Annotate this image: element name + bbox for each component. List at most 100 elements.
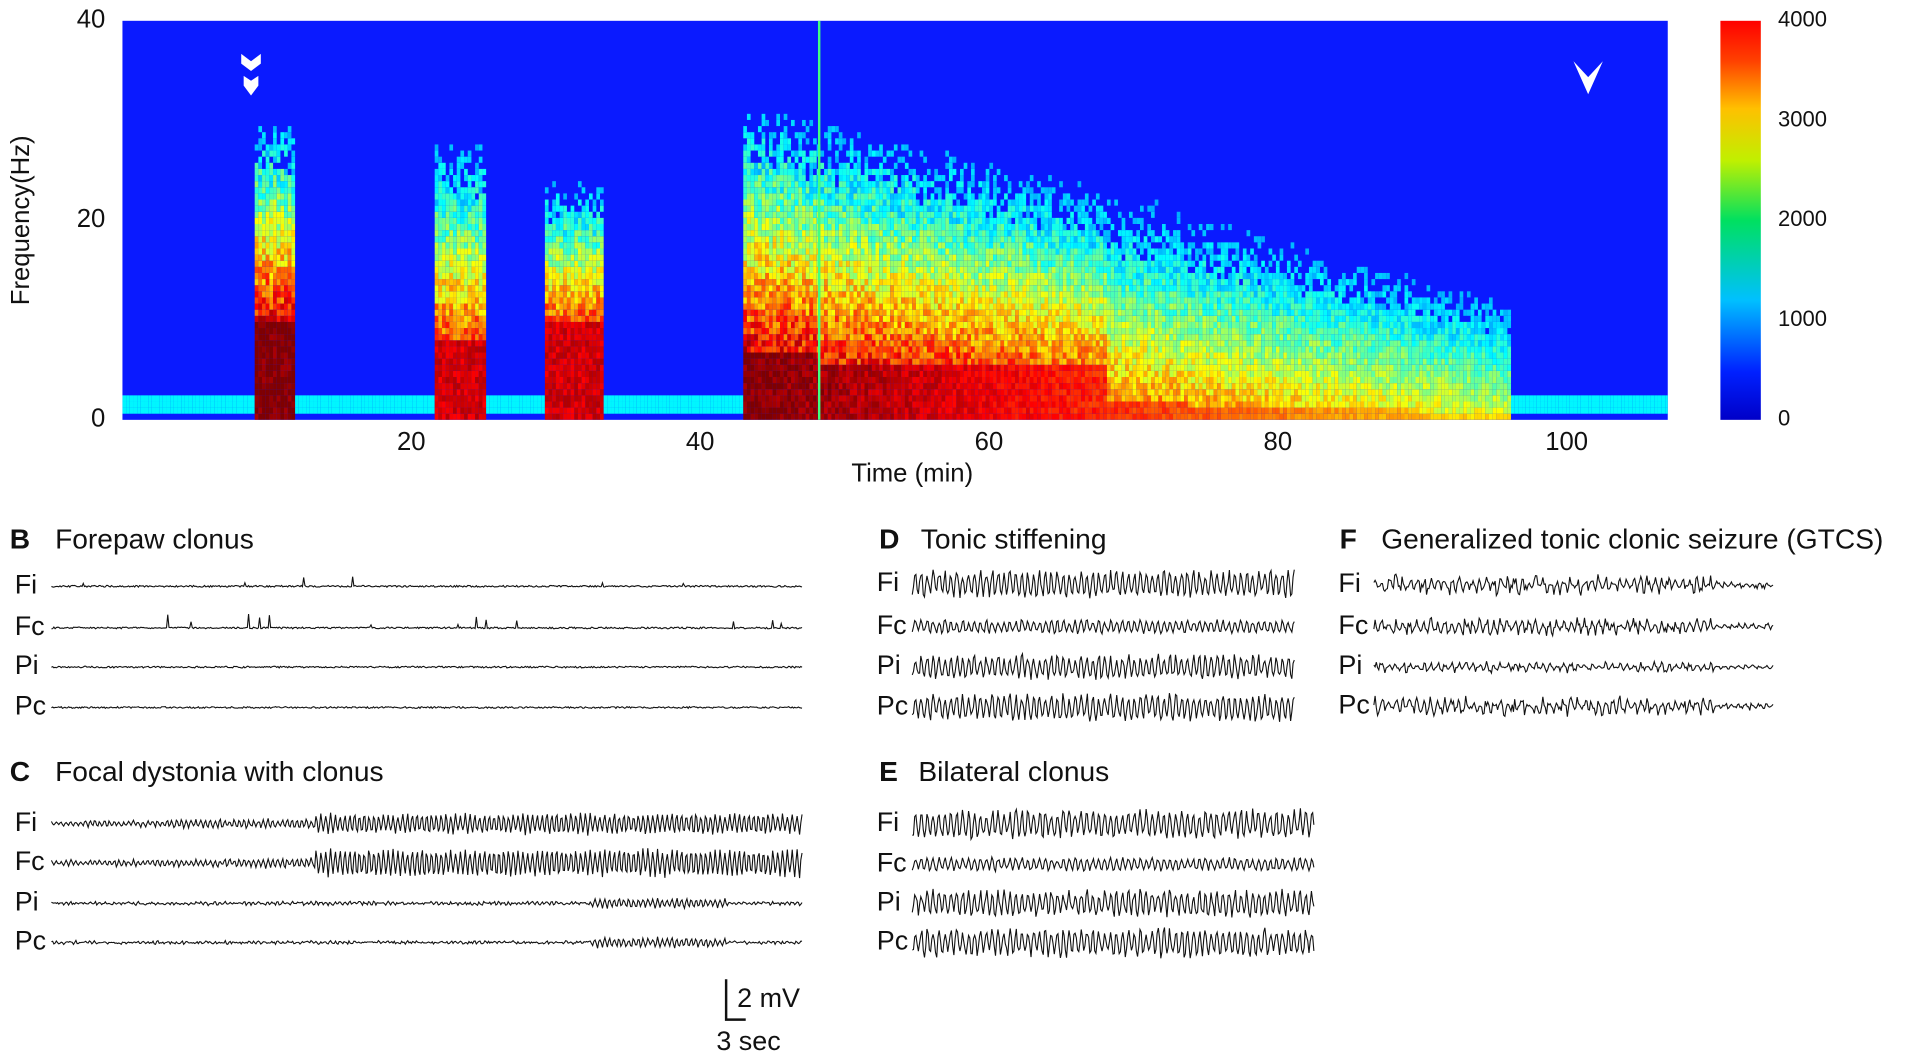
spectrogram-cell [1004, 408, 1008, 414]
spectrogram-cell [824, 328, 828, 334]
spectrogram-cell [266, 316, 270, 322]
spectrogram-cell [795, 291, 799, 297]
spectrogram-cell [949, 304, 953, 310]
spectrogram-cell [468, 236, 472, 242]
spectrogram-cell [835, 187, 839, 193]
spectrogram-cell [449, 353, 453, 359]
spectrogram-cell [923, 359, 927, 365]
spectrogram-cell [986, 187, 990, 193]
spectrogram-cell [953, 255, 957, 261]
spectrogram-cell [593, 248, 597, 254]
spectrogram-cell [876, 261, 880, 267]
spectrogram-cell [578, 346, 582, 352]
spectrogram-cell [780, 224, 784, 230]
spectrogram-cell [482, 255, 486, 261]
spectrogram-cell [266, 255, 270, 261]
spectrogram-cell [479, 157, 483, 163]
spectrogram-cell [831, 236, 835, 242]
spectrogram-cell [802, 236, 806, 242]
spectrogram-cell [380, 401, 384, 407]
spectrogram-cell [453, 316, 457, 322]
spectrogram-cell [901, 328, 905, 334]
spectrogram-cell [475, 297, 479, 303]
spectrogram-cell [964, 230, 968, 236]
spectrogram-cell [692, 401, 696, 407]
spectrogram-cell [839, 340, 843, 346]
spectrogram-cell [835, 200, 839, 206]
spectrogram-cell [949, 334, 953, 340]
spectrogram-cell [449, 328, 453, 334]
spectrogram-cell [189, 408, 193, 414]
spectrogram-cell [931, 322, 935, 328]
spectrogram-cell [435, 187, 439, 193]
spectrogram-cell [964, 408, 968, 414]
spectrogram-cell [809, 175, 813, 181]
spectrogram-cell [780, 279, 784, 285]
spectrogram-cell [765, 248, 769, 254]
spectrogram-cell [596, 346, 600, 352]
spectrogram-cell [901, 353, 905, 359]
spectrogram-cell [765, 389, 769, 395]
spectrogram-cell [475, 224, 479, 230]
spectrogram-cell [258, 193, 262, 199]
spectrogram-cell [413, 408, 417, 414]
spectrogram-cell [589, 408, 593, 414]
spectrogram-cell [589, 291, 593, 297]
spectrogram-cell [931, 242, 935, 248]
spectrogram-cell [938, 236, 942, 242]
spectrogram-cell [288, 310, 292, 316]
spectrogram-cell [949, 224, 953, 230]
spectrogram-cell [971, 389, 975, 395]
spectrogram-cell [978, 212, 982, 218]
spectrogram-cell [435, 242, 439, 248]
spectrogram-cell [269, 328, 273, 334]
spectrogram-cell [883, 297, 887, 303]
spectrogram-cell [813, 408, 817, 414]
spectrogram-cell [747, 267, 751, 273]
spectrogram-cell [784, 389, 788, 395]
spectrogram-cell [784, 175, 788, 181]
spectrogram-cell [949, 328, 953, 334]
spectrogram-cell [953, 157, 957, 163]
spectrogram-cell [824, 132, 828, 138]
spectrogram-cell [453, 383, 457, 389]
spectrogram-cell [942, 242, 946, 248]
spectrogram-cell [262, 389, 266, 395]
spectrogram-cell [905, 224, 909, 230]
spectrogram-cell [589, 285, 593, 291]
spectrogram-cell [909, 304, 913, 310]
spectrogram-cell [762, 414, 766, 420]
spectrogram-cell [751, 212, 755, 218]
spectrogram-cell [596, 322, 600, 328]
spectrogram-cell [905, 401, 909, 407]
spectrogram-cell [857, 401, 861, 407]
spectrogram-cell [258, 230, 262, 236]
spectrogram-cell [971, 304, 975, 310]
spectrogram-cell [887, 273, 891, 279]
spectrogram-cell [776, 291, 780, 297]
spectrogram-cell [552, 340, 556, 346]
spectrogram-cell [945, 285, 949, 291]
spectrogram-cell [997, 242, 1001, 248]
spectrogram-cell [916, 206, 920, 212]
spectrogram-cell [751, 138, 755, 144]
spectrogram-cell [784, 224, 788, 230]
spectrogram-cell [743, 181, 747, 187]
spectrogram-cell [582, 316, 586, 322]
spectrogram-cell [945, 267, 949, 273]
spectrogram-cell [424, 408, 428, 414]
spectrogram-cell [754, 242, 758, 248]
spectrogram-cell [736, 395, 740, 401]
spectrogram-cell [560, 365, 564, 371]
spectrogram-cell [740, 408, 744, 414]
spectrogram-cell [942, 310, 946, 316]
spectrogram-cell [776, 151, 780, 157]
spectrogram-cell [927, 334, 931, 340]
spectrogram-cell [468, 328, 472, 334]
spectrogram-cell [486, 395, 490, 401]
spectrogram-cell [824, 242, 828, 248]
spectrogram-cell [560, 273, 564, 279]
spectrogram-cell [876, 304, 880, 310]
spectrogram-cell [563, 322, 567, 328]
spectrogram-cell [997, 206, 1001, 212]
